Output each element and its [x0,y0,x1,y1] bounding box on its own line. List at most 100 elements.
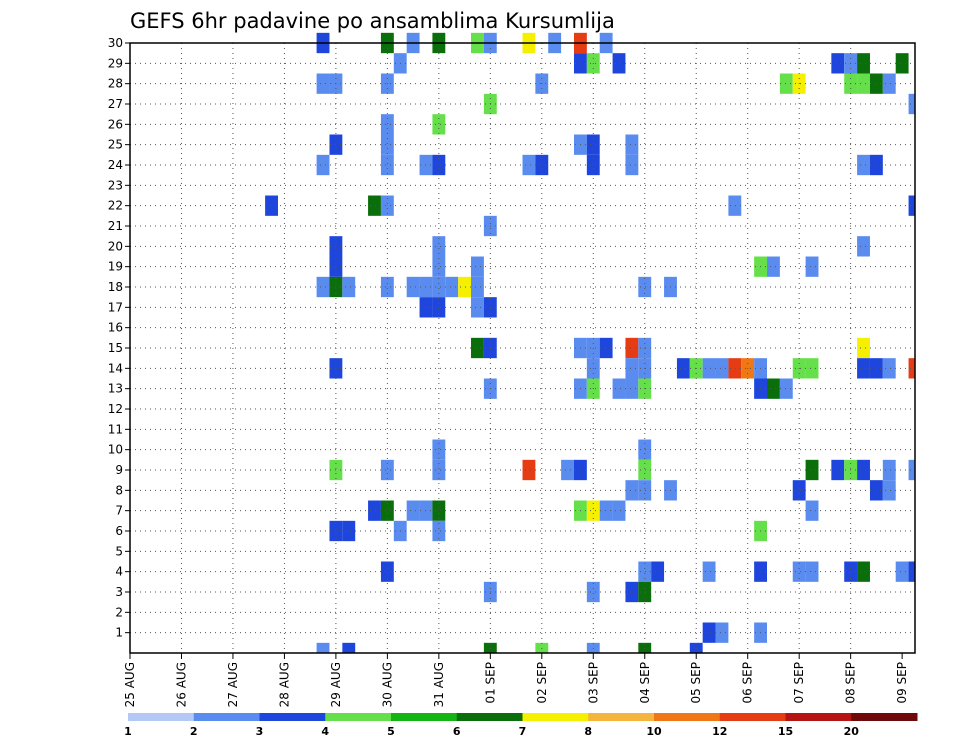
heatmap-cell [380,195,394,216]
heatmap-cell [767,378,780,399]
heatmap-cell [625,154,639,176]
heatmap-cell [805,358,819,379]
y-tick-label: 17 [108,300,123,314]
heatmap-cell [586,337,600,359]
heatmap-cell [702,561,716,582]
heatmap-cell [638,561,652,582]
heatmap-cell [638,480,652,501]
legend-swatch [391,713,458,721]
heatmap-cell [638,276,652,298]
heatmap-cell [908,358,915,379]
heatmap-cell [792,561,806,582]
x-tick-label: 03 SEP [586,662,600,704]
heatmap-cell [599,500,613,521]
heatmap-cell [586,500,600,521]
heatmap-cell [882,459,896,481]
heatmap-cell [458,276,472,298]
x-axis-ticks: 25 AUG 26 AUG 27 AUG 28 AUG 29 AUG 30 AUG 31 A… [123,653,909,707]
heatmap-cell [445,276,459,298]
heatmap-cell [857,73,870,94]
heatmap-cell [406,276,420,298]
heatmap-cell [316,276,330,298]
heatmap-cell [908,195,915,216]
heatmap-cell [908,93,915,115]
x-tick-label: 02 SEP [535,662,549,704]
heatmap-cell [857,53,870,74]
heatmap-cell [471,256,484,277]
y-tick-label: 27 [108,97,123,111]
legend-label: 15 [778,725,793,738]
legend-swatch [785,713,852,721]
heatmap-cell [779,73,793,94]
heatmap-cell [432,520,446,542]
heatmap-cell [702,622,716,643]
heatmap-cell [342,520,356,542]
heatmap-cell [316,642,330,653]
heatmap-cell [908,561,915,582]
heatmap-cell [432,154,446,176]
heatmap-cell [857,459,870,481]
heatmap-cell [342,642,356,653]
heatmap-cell [728,358,742,379]
y-tick-label: 4 [115,565,123,579]
heatmap-cell [586,642,600,653]
y-tick-label: 7 [115,504,123,518]
heatmap-cell [432,236,446,257]
legend-label: 1 [124,725,132,738]
heatmap-cell [625,337,639,359]
legend-label: 20 [844,725,860,738]
x-tick-label: 30 AUG [380,662,394,707]
heatmap-cell [406,500,420,521]
heatmap-cell [638,337,652,359]
heatmap-cell [599,337,613,359]
heatmap-cell [432,114,446,135]
legend-swatch [193,713,260,721]
heatmap-cell [368,195,381,216]
y-axis-ticks: 1234567891011121314151617181920212223242… [108,36,130,640]
y-tick-label: 18 [108,280,123,294]
legend-label: 4 [321,725,329,738]
heatmap-cell [342,276,356,298]
legend-swatch [654,713,721,721]
grid-lines [130,43,915,653]
y-tick-label: 5 [115,544,123,558]
legend-label: 7 [519,725,527,738]
y-tick-label: 1 [115,626,123,640]
heatmap-cell [612,53,626,74]
heatmap-cell [522,459,536,481]
heatmap-cell [869,154,883,176]
y-tick-label: 13 [108,382,123,396]
y-tick-label: 26 [108,117,123,131]
heatmap-cell [625,480,639,501]
y-tick-label: 28 [108,77,123,91]
heatmap-cell [625,378,639,399]
y-tick-label: 9 [115,463,123,477]
x-tick-label: 07 SEP [792,662,806,704]
heatmap-cell [689,642,703,653]
y-tick-label: 15 [108,341,123,355]
heatmap-cell [535,642,549,653]
y-tick-label: 14 [108,361,123,375]
heatmap-cell [432,500,446,521]
heatmap-cell [471,297,484,318]
heatmap-cell [432,276,446,298]
x-tick-label: 04 SEP [638,662,652,704]
heatmap-cell [612,378,626,399]
heatmap-cell [535,154,549,176]
x-tick-label: 28 AUG [277,662,291,707]
legend-label: 3 [256,725,264,738]
legend-label: 2 [190,725,198,738]
heatmap-cell [368,500,381,521]
heatmap-cell [316,154,330,176]
x-tick-label: 31 AUG [432,662,446,707]
heatmap-cell [805,459,819,481]
y-tick-label: 19 [108,260,123,274]
y-tick-label: 24 [108,158,123,172]
legend-swatch [456,713,523,721]
heatmap-cell [857,358,870,379]
heatmap-cell [432,439,446,460]
y-tick-label: 16 [108,321,123,335]
heatmap-cell [638,642,652,653]
x-tick-label: 05 SEP [689,662,703,704]
